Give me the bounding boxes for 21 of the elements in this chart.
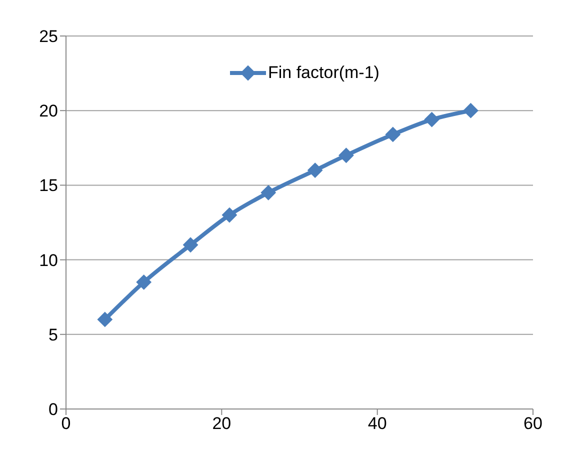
x-tick-label: 40 — [368, 414, 387, 434]
x-tick-label: 0 — [61, 414, 71, 434]
x-tick-label: 20 — [212, 414, 232, 434]
y-tick-label: 10 — [39, 250, 58, 270]
point — [424, 112, 440, 128]
legend-label: Fin factor(m-1) — [268, 63, 380, 83]
point — [97, 312, 112, 327]
point — [260, 185, 276, 200]
point — [183, 237, 198, 252]
y-tick-label: 0 — [48, 400, 58, 420]
point — [136, 274, 152, 290]
point — [222, 208, 237, 223]
y-tick-label: 25 — [39, 27, 58, 46]
y-tick-label: 5 — [48, 325, 58, 344]
x-tick-label: 60 — [524, 414, 542, 434]
y-tick-label: 20 — [39, 102, 58, 121]
point — [385, 126, 400, 142]
point — [463, 103, 478, 118]
point — [308, 162, 323, 178]
y-tick-label: 15 — [39, 176, 58, 196]
point — [338, 148, 354, 163]
